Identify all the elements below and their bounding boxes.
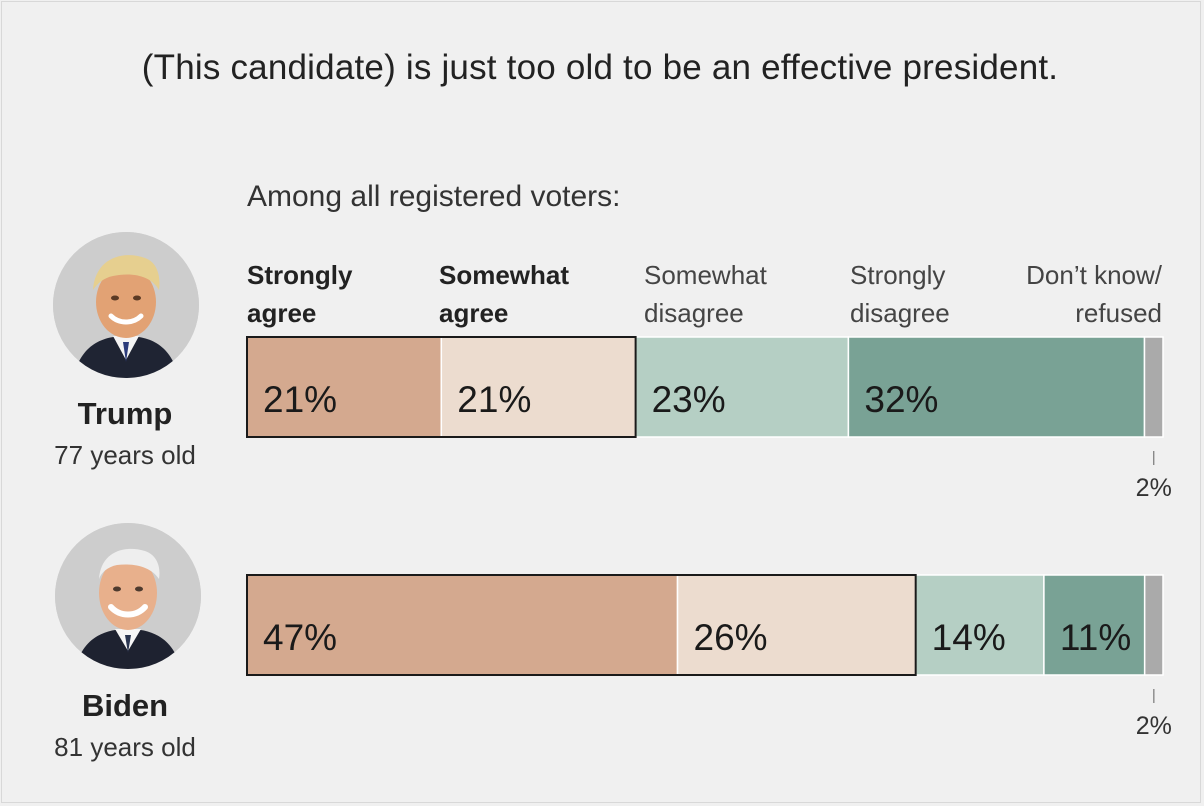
trump-agree-outline [246,336,637,438]
biden-bar-strongly-agree [246,574,679,676]
category-strongly-disagree: Strongly disagree [850,256,950,332]
category-somewhat-agree-line2: agree [439,298,509,328]
chart-title: (This candidate) is just too old to be a… [141,48,1059,87]
trump-label-strongly-agree: 21% [263,379,337,420]
biden-label-strongly-disagree: 11% [1060,617,1131,658]
biden-age: 81 years old [54,732,196,762]
category-dont-know-line2: refused [1075,298,1162,328]
biden-bar-dont-know [1143,574,1164,676]
trump-name: Trump [77,396,173,431]
biden-agree-outline [246,574,917,676]
category-somewhat-disagree-line2: disagree [644,298,744,328]
category-strongly-agree-line1: Strongly [247,260,353,290]
trump-bar-strongly-disagree [847,336,1146,438]
biden-bar-somewhat-disagree [914,574,1045,676]
category-strongly-disagree-line1: Strongly [850,260,946,290]
category-strongly-disagree-line2: disagree [850,298,950,328]
trump-portrait-icon [53,232,199,378]
category-somewhat-disagree: Somewhat disagree [644,256,767,332]
trump-bar-dont-know [1143,336,1164,438]
biden-label-strongly-agree: 47% [263,617,337,658]
biden-name: Biden [81,688,169,723]
category-somewhat-agree: Somewhat agree [439,256,569,332]
biden-label-dont-know: 2% [1136,712,1172,740]
trump-label-strongly-disagree: 32% [864,379,938,420]
category-somewhat-disagree-line1: Somewhat [644,260,767,290]
biden-avatar [55,523,201,669]
trump-label-dont-know: 2% [1136,474,1172,502]
trump-label-somewhat-agree: 21% [457,379,531,420]
category-dont-know-line1: Don’t know/ [1026,260,1162,290]
category-somewhat-agree-line1: Somewhat [439,260,570,290]
biden-bar-strongly-disagree [1043,574,1146,676]
biden-bar-somewhat-agree [676,574,917,676]
biden-label-somewhat-disagree: 14% [932,617,1006,658]
category-strongly-agree: Strongly agree [247,256,352,332]
trump-age: 77 years old [54,440,196,470]
category-strongly-agree-line2: agree [247,298,317,328]
trump-bar-strongly-agree [246,336,443,438]
trump-label-somewhat-disagree: 23% [652,379,726,420]
biden-portrait-icon [55,523,201,669]
biden-label-somewhat-agree: 26% [694,617,768,658]
trump-avatar [53,232,199,378]
trump-bar-somewhat-agree [440,336,637,438]
category-dont-know: Don’t know/ refused [990,256,1162,332]
chart-subtitle: Among all registered voters: [247,180,621,213]
